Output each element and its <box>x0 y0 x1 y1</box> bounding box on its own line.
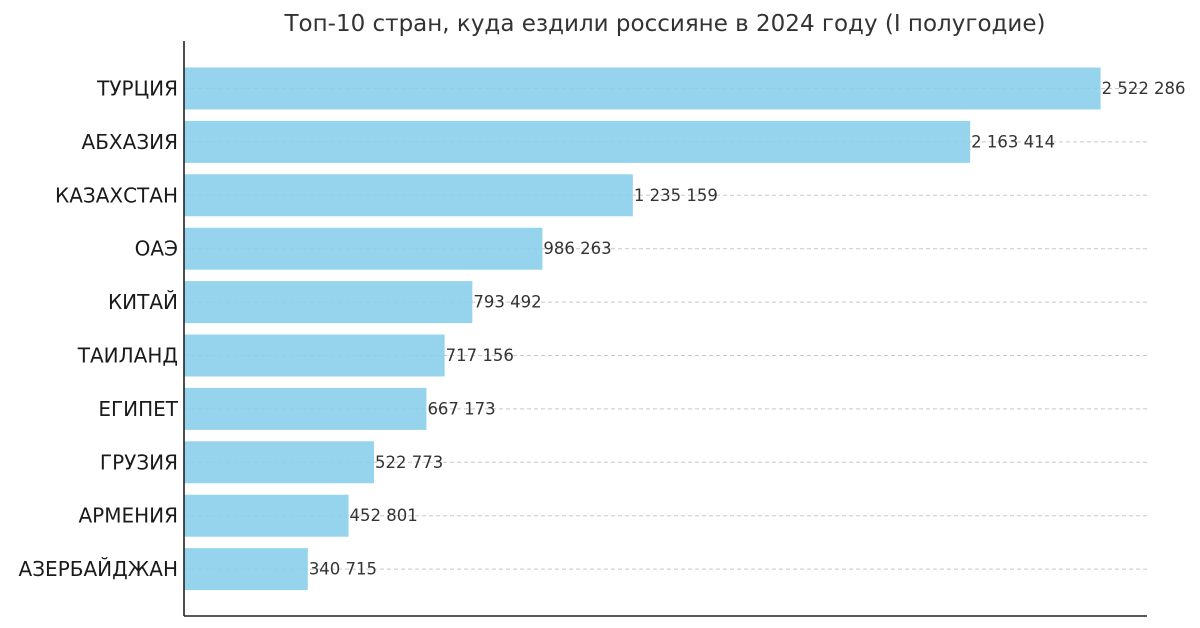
value-label: 667 173 <box>427 399 495 418</box>
value-label: 522 773 <box>375 453 443 472</box>
value-label: 2 522 286 <box>1102 79 1186 98</box>
category-label: ОАЭ <box>135 237 178 261</box>
bar <box>184 387 427 430</box>
category-label: ЕГИПЕТ <box>98 397 178 421</box>
chart-title: Топ-10 стран, куда ездили россияне в 202… <box>284 11 1046 37</box>
category-label: ТУРЦИЯ <box>96 77 178 101</box>
bar <box>184 281 473 324</box>
category-label: КАЗАХСТАН <box>55 183 178 207</box>
bars <box>184 67 1101 591</box>
value-label: 986 263 <box>543 239 611 258</box>
value-label: 2 163 414 <box>971 132 1055 151</box>
value-label: 793 492 <box>473 293 541 312</box>
category-label: ГРУЗИЯ <box>100 450 178 474</box>
category-label: АЗЕРБАЙДЖАН <box>19 557 178 581</box>
bar <box>184 120 971 163</box>
category-label: КИТАЙ <box>108 290 178 314</box>
bar <box>184 548 308 591</box>
bar <box>184 174 633 217</box>
category-labels: ТУРЦИЯ АБХАЗИЯ КАЗАХСТАН ОАЭ КИТАЙ ТАИЛАНД ЕГИ… <box>19 77 179 582</box>
category-label: ТАИЛАНД <box>77 344 178 368</box>
bar <box>184 67 1101 110</box>
value-label: 717 156 <box>446 346 514 365</box>
category-label: АРМЕНИЯ <box>78 504 178 528</box>
value-label: 1 235 159 <box>634 186 718 205</box>
value-label: 340 715 <box>309 560 377 579</box>
bar <box>184 494 349 537</box>
bar <box>184 227 543 270</box>
bar <box>184 441 374 484</box>
bar <box>184 334 445 377</box>
category-label: АБХАЗИЯ <box>82 130 178 154</box>
value-labels: 2 522 286 2 163 414 1 235 159 986 263 793 49… <box>309 79 1186 579</box>
axes <box>183 41 1147 617</box>
value-label: 452 801 <box>350 506 418 525</box>
